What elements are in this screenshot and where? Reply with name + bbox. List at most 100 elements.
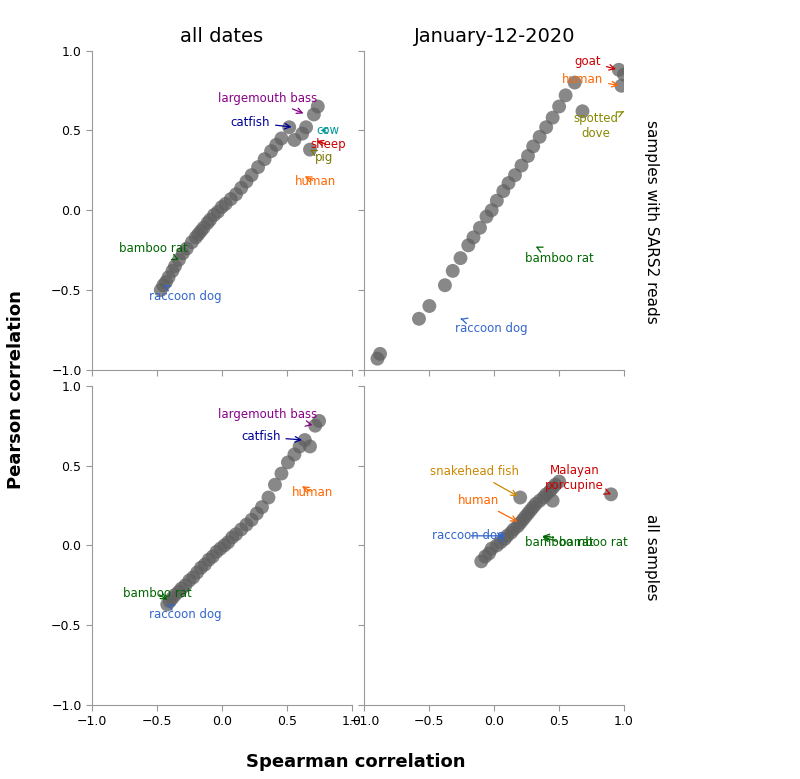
Text: human: human <box>458 494 517 521</box>
Point <box>534 131 546 143</box>
Point <box>288 448 301 460</box>
Point <box>303 143 316 156</box>
Point <box>192 228 205 241</box>
Text: raccoon dog: raccoon dog <box>455 318 528 335</box>
Point <box>262 492 275 504</box>
Point <box>246 169 258 182</box>
Point <box>438 279 451 291</box>
Point <box>194 562 207 574</box>
Point <box>490 195 503 207</box>
Point <box>490 539 503 552</box>
Text: Pearson correlation: Pearson correlation <box>7 290 25 489</box>
Point <box>198 559 211 571</box>
Text: Spearman correlation: Spearman correlation <box>246 753 466 771</box>
Point <box>462 239 474 252</box>
Point <box>482 547 495 559</box>
Text: samples with SARS2 reads: samples with SARS2 reads <box>644 120 659 324</box>
Point <box>553 475 566 488</box>
Point <box>413 312 426 325</box>
Text: all samples: all samples <box>644 513 659 601</box>
Point <box>211 206 224 218</box>
Point <box>553 100 566 113</box>
Text: pig: pig <box>311 150 334 164</box>
Text: bamboo rat: bamboo rat <box>525 536 594 548</box>
Point <box>252 161 265 174</box>
Point <box>546 495 559 507</box>
Point <box>514 516 526 529</box>
Point <box>486 204 498 217</box>
Point <box>526 501 539 513</box>
Point <box>275 132 288 145</box>
Point <box>526 140 539 153</box>
Point <box>214 542 227 555</box>
Title: all dates: all dates <box>180 27 263 46</box>
Point <box>270 139 282 151</box>
Point <box>480 210 493 223</box>
Point <box>173 253 186 266</box>
Point <box>215 201 228 213</box>
Point <box>240 175 253 188</box>
Text: goat: goat <box>574 55 614 70</box>
Point <box>454 252 467 264</box>
Point <box>605 488 618 501</box>
Point <box>497 185 510 197</box>
Title: January-12-2020: January-12-2020 <box>414 27 575 46</box>
Point <box>166 265 179 277</box>
Point <box>313 414 326 427</box>
Point <box>371 352 384 365</box>
Point <box>194 225 207 238</box>
Point <box>230 528 242 541</box>
Point <box>219 198 232 210</box>
Point <box>549 478 562 491</box>
Point <box>265 145 278 157</box>
Point <box>511 520 524 533</box>
Point <box>288 134 301 146</box>
Point <box>446 265 459 277</box>
Text: raccoon dog: raccoon dog <box>432 529 505 542</box>
Point <box>255 501 268 513</box>
Point <box>282 456 294 469</box>
Point <box>498 533 511 545</box>
Point <box>298 434 311 446</box>
Point <box>269 478 282 491</box>
Point <box>494 536 507 548</box>
Point <box>502 177 515 189</box>
Point <box>516 513 529 526</box>
Point <box>423 300 436 312</box>
Point <box>522 507 534 520</box>
Text: cow: cow <box>317 124 340 137</box>
Point <box>296 128 309 140</box>
Point <box>519 510 532 523</box>
Text: spotted
dove: spotted dove <box>573 111 623 139</box>
Point <box>524 504 537 516</box>
Text: largemouth bass: largemouth bass <box>218 92 317 114</box>
Point <box>169 589 182 601</box>
Point <box>534 495 546 507</box>
Point <box>230 188 242 200</box>
Point <box>163 595 176 608</box>
Point <box>309 419 322 432</box>
Point <box>159 276 172 288</box>
Point <box>207 209 220 221</box>
Point <box>175 582 188 594</box>
Point <box>204 213 217 226</box>
Text: sheep: sheep <box>310 139 346 151</box>
Text: bamboo rat: bamboo rat <box>525 247 594 265</box>
Point <box>540 488 553 501</box>
Point <box>210 545 223 558</box>
Point <box>206 550 219 562</box>
Point <box>169 260 182 273</box>
Text: catfish: catfish <box>241 430 301 443</box>
Point <box>294 440 306 453</box>
Point <box>467 231 480 244</box>
Text: Malayan
porcupine: Malayan porcupine <box>546 464 610 494</box>
Point <box>478 550 491 562</box>
Point <box>537 492 550 504</box>
Point <box>177 247 190 259</box>
Point <box>190 566 203 579</box>
Text: raccoon dog: raccoon dog <box>149 286 222 303</box>
Point <box>515 160 528 172</box>
Point <box>300 121 313 133</box>
Point <box>540 121 553 133</box>
Point <box>235 523 248 536</box>
